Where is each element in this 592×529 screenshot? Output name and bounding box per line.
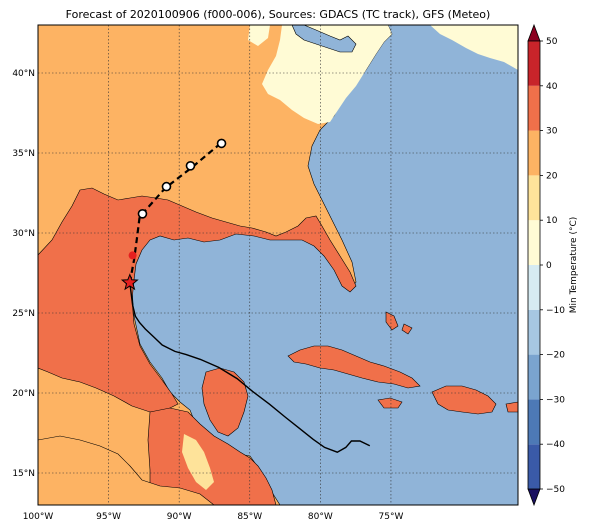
- colorbar-band: [528, 220, 540, 265]
- land-cool-maritime: [470, 25, 518, 42]
- land-hot-gulf-coast: [38, 187, 357, 413]
- latitude-tick-label: 15°N: [12, 469, 35, 479]
- longitude-tick-label: 90°W: [167, 512, 192, 522]
- land-jamaica: [377, 397, 403, 409]
- forecast-marker-icon: [185, 161, 196, 171]
- colorbar-tick-label: 10: [546, 216, 558, 226]
- longitude-tick-label: 80°W: [308, 512, 333, 522]
- figure-title: Forecast of 2020100906 (f000-006), Sourc…: [66, 8, 491, 21]
- longitude-tick-label: 95°W: [96, 512, 121, 522]
- latitude-tick-labels: 15°N 20°N 25°N 30°N 35°N 40°N: [12, 69, 35, 479]
- latitude-tick-label: 40°N: [12, 69, 35, 79]
- colorbar-band: [528, 399, 540, 445]
- longitude-tick-labels: 100°W 95°W 90°W 85°W 80°W 75°W: [23, 512, 404, 522]
- land-bahamas-1: [385, 311, 399, 331]
- land-central-america-highlands: [38, 435, 215, 505]
- colorbar-band: [528, 309, 540, 355]
- colorbar-band: [528, 265, 540, 310]
- forecast-marker-icon: [137, 209, 148, 219]
- colorbar-band: [528, 175, 540, 221]
- map-panel: [38, 25, 518, 505]
- colorbar-tick-label: 50: [546, 37, 558, 47]
- latitude-tick-label: 30°N: [12, 229, 35, 239]
- colorbar-label: Min Temperature (°C): [569, 217, 579, 314]
- longitude-tick-label: 85°W: [237, 512, 262, 522]
- land-cool-mountain: [248, 25, 270, 46]
- colorbar-tick-label: −10: [546, 306, 565, 316]
- forecast-position-dot: [128, 251, 137, 260]
- colorbar-band: [528, 85, 540, 131]
- latitude-tick-label: 25°N: [12, 309, 35, 319]
- longitude-tick-label: 75°W: [379, 512, 404, 522]
- land-cuba: [287, 345, 421, 389]
- forecast-marker-icon: [216, 138, 227, 149]
- longitude-tick-label: 100°W: [23, 512, 54, 522]
- colorbar-band: [528, 354, 540, 400]
- colorbar-tick-label: −20: [546, 351, 565, 361]
- colorbar-band: [528, 41, 540, 86]
- current-position-star-icon: [120, 273, 139, 291]
- colorbar-tick-label: −30: [546, 395, 565, 405]
- forecast-track-line: [128, 144, 220, 283]
- land-cool-northeast: [262, 25, 392, 124]
- colorbar-extend-min: [527, 488, 541, 507]
- colorbar-tick-label: −40: [546, 440, 565, 450]
- colorbar: 50 40 30 20 10 0 −10 −20 −30 −40 −50: [527, 23, 565, 507]
- map-frame: [37, 24, 519, 506]
- colorbar-band: [528, 130, 540, 176]
- lake-michigan: [291, 25, 357, 53]
- colorbar-band: [528, 444, 540, 489]
- land-bahamas-2: [401, 323, 413, 335]
- land-puerto-rico: [505, 401, 518, 413]
- colorbar-extend-max: [527, 23, 541, 42]
- tc-track: [120, 138, 371, 453]
- forecast-marker-icon: [161, 181, 172, 192]
- past-track-line: [129, 282, 371, 453]
- land-yucatan: [201, 367, 249, 437]
- graticule: [38, 25, 518, 505]
- colorbar-tick-label: −50: [546, 485, 565, 495]
- colorbar-tick-label: 30: [546, 127, 558, 137]
- latitude-tick-label: 35°N: [12, 149, 35, 159]
- colorbar-tick-label: 20: [546, 171, 558, 181]
- colorbar-tick-label: 0: [546, 261, 552, 271]
- colorbar-tick-label: 40: [546, 82, 558, 92]
- latitude-tick-label: 20°N: [12, 389, 35, 399]
- land-guatemala-highlands: [182, 434, 214, 490]
